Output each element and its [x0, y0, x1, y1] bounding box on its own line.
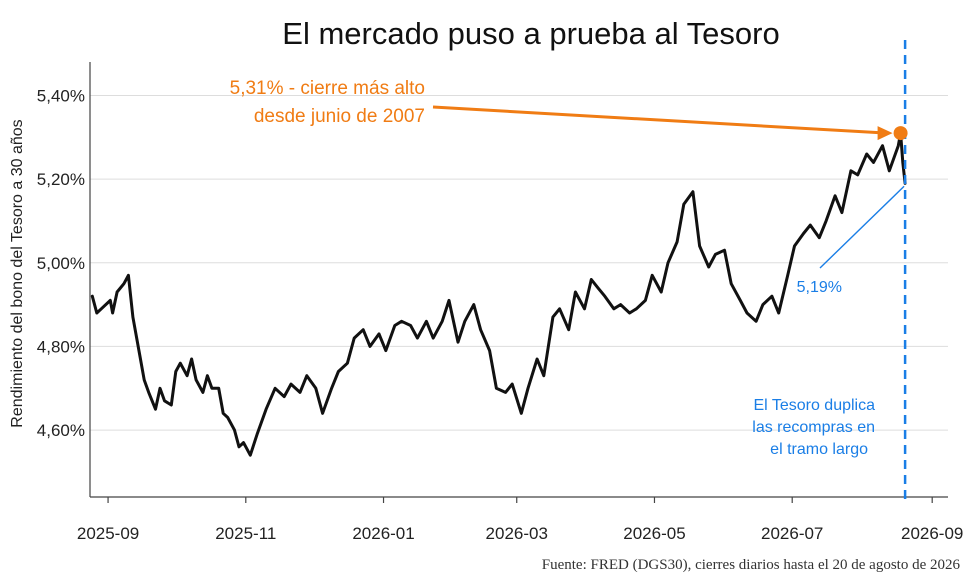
x-tick-label: 2026-09 — [901, 524, 963, 543]
last-value-leader — [819, 185, 905, 269]
grid-lines — [90, 94, 948, 431]
x-tick-label: 2026-03 — [486, 524, 548, 543]
series-line — [90, 131, 907, 457]
y-tick-label: 4,80% — [37, 337, 85, 356]
event-label-line2: las recompras en — [752, 419, 875, 436]
y-axis-label: Rendimiento del bono del Tesoro a 30 año… — [9, 119, 26, 427]
high-annotation-line1: 5,31% - cierre más alto — [230, 78, 425, 99]
high-annotation-line2: desde junio de 2007 — [254, 106, 425, 127]
high-annotation-arrow — [432, 105, 881, 135]
high-point-marker — [893, 126, 908, 141]
y-tick-label: 5,40% — [37, 86, 85, 105]
y-axis-ticks: 4,60% 4,80% 5,00% 5,20% 5,40% — [37, 86, 85, 440]
y-tick-label: 5,00% — [37, 254, 85, 273]
high-annotation-arrowhead — [877, 126, 893, 141]
x-tick-label: 2026-01 — [352, 524, 414, 543]
event-label-line1: El Tesoro duplica — [753, 397, 875, 414]
x-tick-label: 2025-11 — [215, 524, 276, 543]
chart-title: El mercado puso a prueba al Tesoro — [282, 16, 779, 51]
x-axis-ticks: 2025-09 2025-11 2026-01 2026-03 2026-05 2026-… — [77, 497, 963, 543]
y-tick-label: 5,20% — [37, 170, 85, 189]
x-tick-label: 2026-05 — [623, 524, 685, 543]
last-value-label: 5,19% — [797, 279, 842, 296]
x-tick-label: 2025-09 — [77, 524, 139, 543]
x-tick-label: 2026-07 — [761, 524, 823, 543]
source-note: Fuente: FRED (DGS30), cierres diarios ha… — [542, 557, 961, 573]
y-tick-label: 4,60% — [37, 421, 85, 440]
event-label-line3: el tramo largo — [770, 441, 868, 458]
